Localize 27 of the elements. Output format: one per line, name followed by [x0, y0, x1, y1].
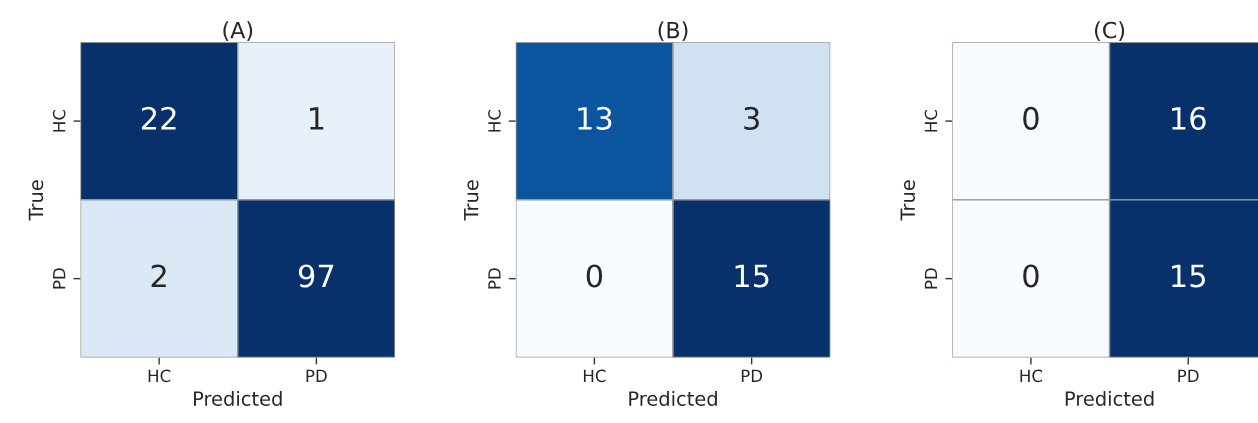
y-axis-title: True: [28, 180, 44, 221]
data-label: 2: [151, 264, 166, 288]
y-axis-title: True: [464, 180, 479, 221]
x-tick-label: PD: [1178, 369, 1199, 382]
data-label: 0: [1023, 264, 1039, 288]
data-label: 15: [735, 264, 769, 288]
x-tick-label: HC: [583, 369, 606, 383]
x-tick-label: HC: [148, 369, 171, 383]
data-label: 13: [578, 106, 612, 130]
data-label: 0: [586, 264, 603, 288]
data-label: 22: [141, 106, 176, 130]
x-axis-title: Predicted: [194, 390, 282, 406]
data-label: 0: [1023, 106, 1039, 130]
chart-title: (C): [1095, 21, 1125, 42]
data-label: 97: [298, 264, 334, 288]
data-label: 16: [1172, 106, 1206, 130]
x-tick-label: PD: [741, 369, 763, 382]
data-label: 1: [310, 107, 324, 130]
chart-title: (A): [223, 21, 253, 42]
data-label: 3: [744, 106, 759, 130]
y-axis-title: True: [900, 180, 916, 221]
data-label: 15: [1172, 264, 1205, 288]
x-tick-label: HC: [1020, 369, 1043, 383]
x-axis-title: Predicted: [1065, 390, 1154, 406]
x-tick-label: PD: [306, 369, 327, 382]
chart-title: (B): [658, 21, 688, 42]
x-axis-title: Predicted: [629, 390, 717, 406]
